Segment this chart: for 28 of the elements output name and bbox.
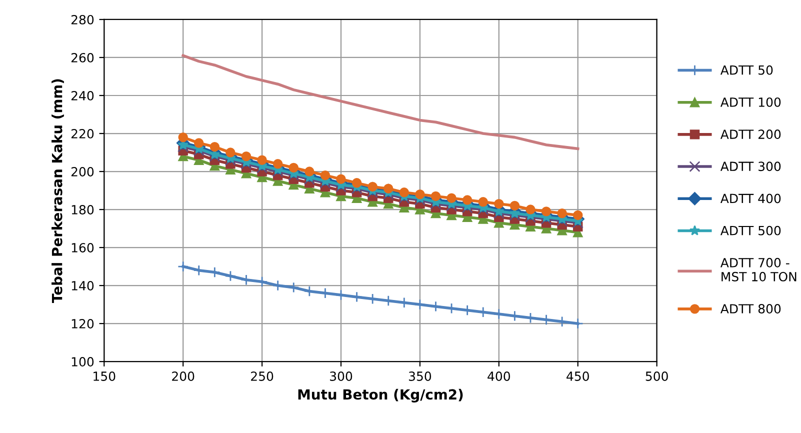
- y-tick-label: 160: [72, 243, 94, 252]
- legend-label: ADTT 200: [720, 130, 781, 139]
- y-tick-label: 280: [71, 14, 94, 24]
- y-tick-label: 120: [72, 319, 94, 328]
- x-axis-title: Mutu Beton (Kg/cm2): [298, 388, 463, 402]
- y-tick-label: 140: [72, 281, 94, 290]
- y-tick-label: 180: [72, 204, 94, 214]
- x-tick-label: 350: [408, 372, 432, 381]
- x-tick-label: 250: [251, 372, 274, 381]
- y-tick-label: 200: [71, 166, 94, 176]
- x-tick-label: 300: [330, 372, 352, 381]
- y-axis-title: Tebal Perkerasan Kaku (mm): [52, 79, 64, 303]
- x-tick-label: 400: [488, 372, 510, 381]
- x-tick-label: 500: [646, 372, 668, 381]
- legend-label: ADTT 800: [720, 304, 781, 314]
- y-tick-label: 260: [71, 52, 94, 62]
- legend-label: ADTT 500: [720, 226, 781, 236]
- y-tick-label: 240: [71, 90, 94, 100]
- y-tick-label: 100: [72, 357, 94, 366]
- x-tick-label: 450: [566, 372, 589, 381]
- legend-label: ADTT 50: [720, 65, 773, 75]
- legend-label: ADTT 300: [720, 162, 781, 172]
- legend-label: ADTT 400: [720, 194, 781, 204]
- y-tick-label: 220: [71, 128, 94, 138]
- x-tick-label: 150: [94, 372, 116, 381]
- x-tick-label: 200: [172, 372, 194, 381]
- legend-label: ADTT 700 - MST 10 TON: [720, 258, 796, 282]
- legend-label: ADTT 100: [720, 97, 781, 107]
